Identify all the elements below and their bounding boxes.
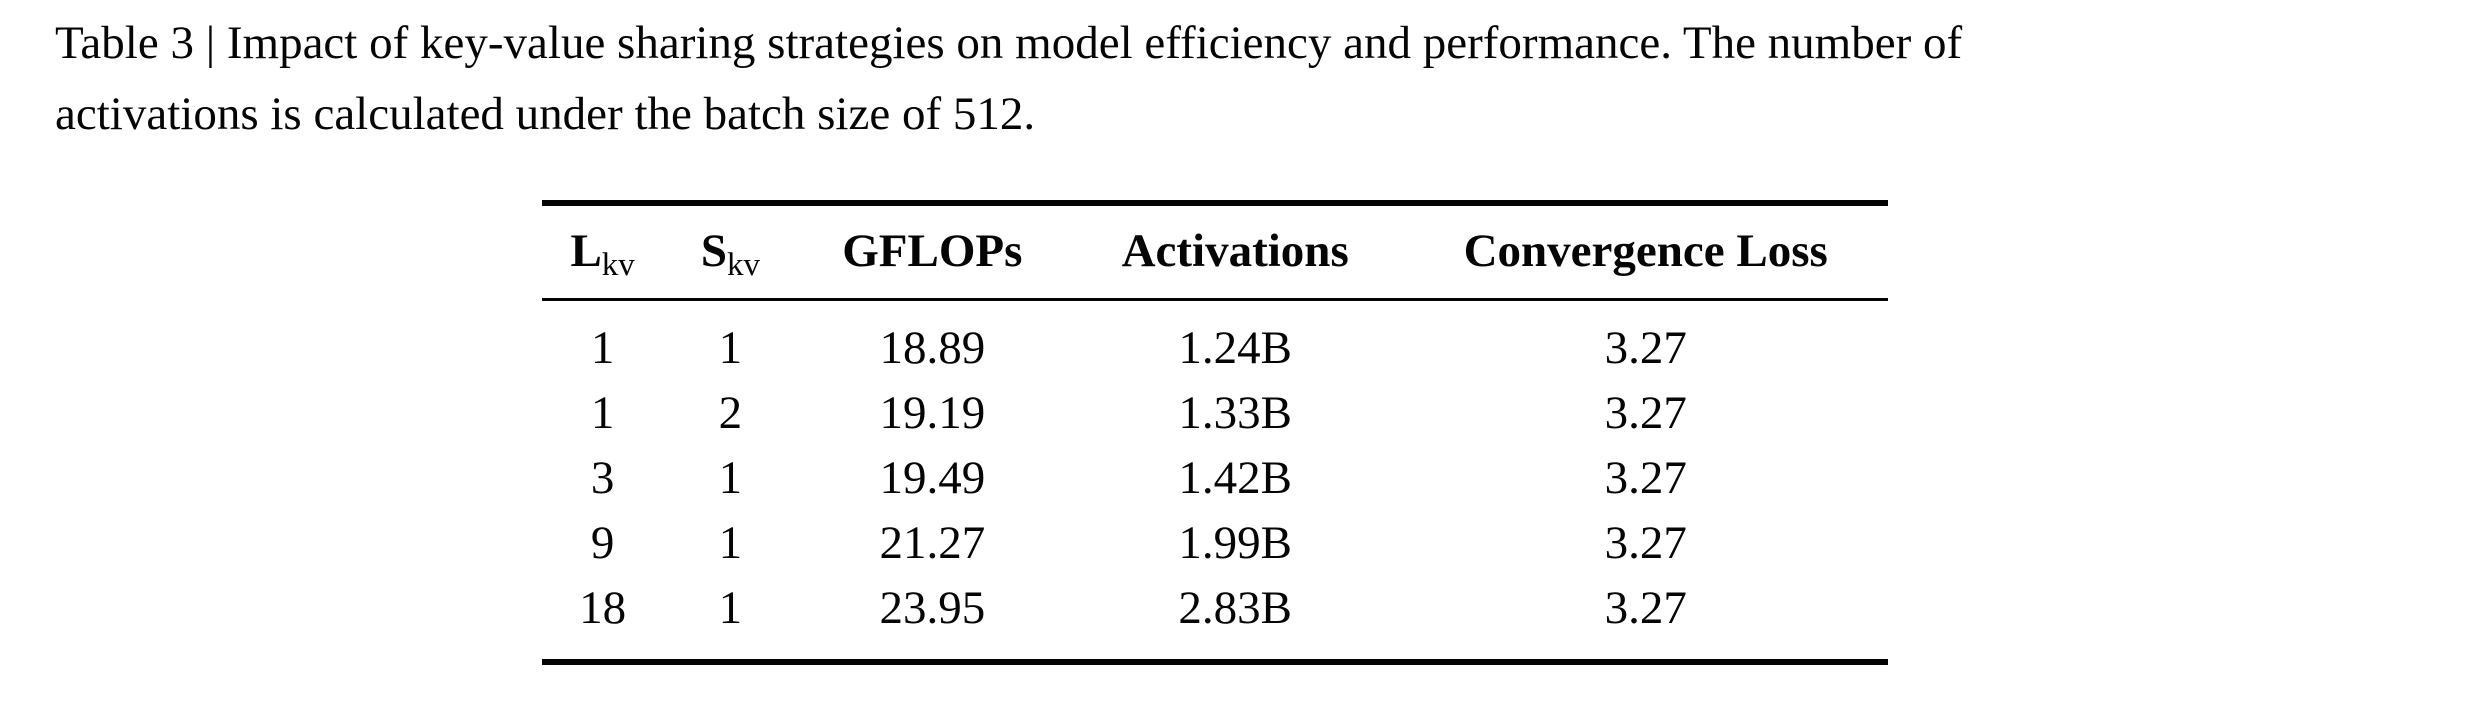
cell-skv: 1 — [718, 582, 743, 634]
cell-convergence-loss: 3.27 — [1604, 387, 1687, 439]
cell-gflops: 21.27 — [879, 517, 986, 569]
col-header-lkv-main: L — [570, 225, 602, 277]
col-header-lkv-sub: kv — [601, 247, 635, 284]
cell-activations: 1.42B — [1178, 452, 1292, 504]
kv-sharing-results-table: Lkv Skv GFLOPs Activations Convergence L… — [542, 200, 1888, 665]
cell-activations: 1.24B — [1178, 322, 1292, 374]
cell-lkv: 1 — [590, 322, 615, 374]
caption-line-2: activations is calculated under the batc… — [55, 88, 1036, 140]
cell-lkv: 9 — [590, 517, 615, 569]
cell-activations: 2.83B — [1178, 582, 1292, 634]
cell-lkv: 1 — [590, 387, 615, 439]
col-header-activations: Activations — [1121, 225, 1349, 277]
col-header-skv-main: S — [700, 225, 728, 277]
table-row: 3 1 19.49 1.42B 3.27 — [542, 446, 1888, 511]
cell-convergence-loss: 3.27 — [1604, 517, 1687, 569]
cell-skv: 1 — [718, 517, 743, 569]
col-header-lkv: Lkv — [542, 203, 663, 300]
cell-skv: 1 — [718, 452, 743, 504]
cell-gflops: 23.95 — [879, 582, 986, 634]
col-header-skv-sub: kv — [727, 247, 760, 284]
cell-gflops: 19.19 — [879, 387, 986, 439]
caption-line-1: Table 3 | Impact of key-value sharing st… — [55, 17, 1963, 69]
cell-convergence-loss: 3.27 — [1604, 452, 1687, 504]
col-header-convergence-loss: Convergence Loss — [1463, 225, 1828, 277]
table-row: 9 1 21.27 1.99B 3.27 — [542, 511, 1888, 576]
cell-activations: 1.99B — [1178, 517, 1292, 569]
table-row: 18 1 23.95 2.83B 3.27 — [542, 576, 1888, 662]
cell-convergence-loss: 3.27 — [1604, 582, 1687, 634]
cell-lkv: 3 — [590, 452, 615, 504]
cell-lkv: 18 — [579, 582, 627, 634]
cell-gflops: 19.49 — [879, 452, 986, 504]
col-header-skv: Skv — [663, 203, 798, 300]
cell-skv: 2 — [718, 387, 743, 439]
table-caption: Table 3 | Impact of key-value sharing st… — [55, 8, 2475, 150]
results-table-container: Lkv Skv GFLOPs Activations Convergence L… — [542, 200, 1888, 665]
cell-convergence-loss: 3.27 — [1604, 322, 1687, 374]
table-row: 1 2 19.19 1.33B 3.27 — [542, 381, 1888, 446]
cell-activations: 1.33B — [1178, 387, 1292, 439]
cell-gflops: 18.89 — [879, 322, 986, 374]
table-header-row: Lkv Skv GFLOPs Activations Convergence L… — [542, 203, 1888, 300]
table-row: 1 1 18.89 1.24B 3.27 — [542, 300, 1888, 382]
col-header-gflops: GFLOPs — [842, 225, 1023, 277]
cell-skv: 1 — [718, 322, 743, 374]
